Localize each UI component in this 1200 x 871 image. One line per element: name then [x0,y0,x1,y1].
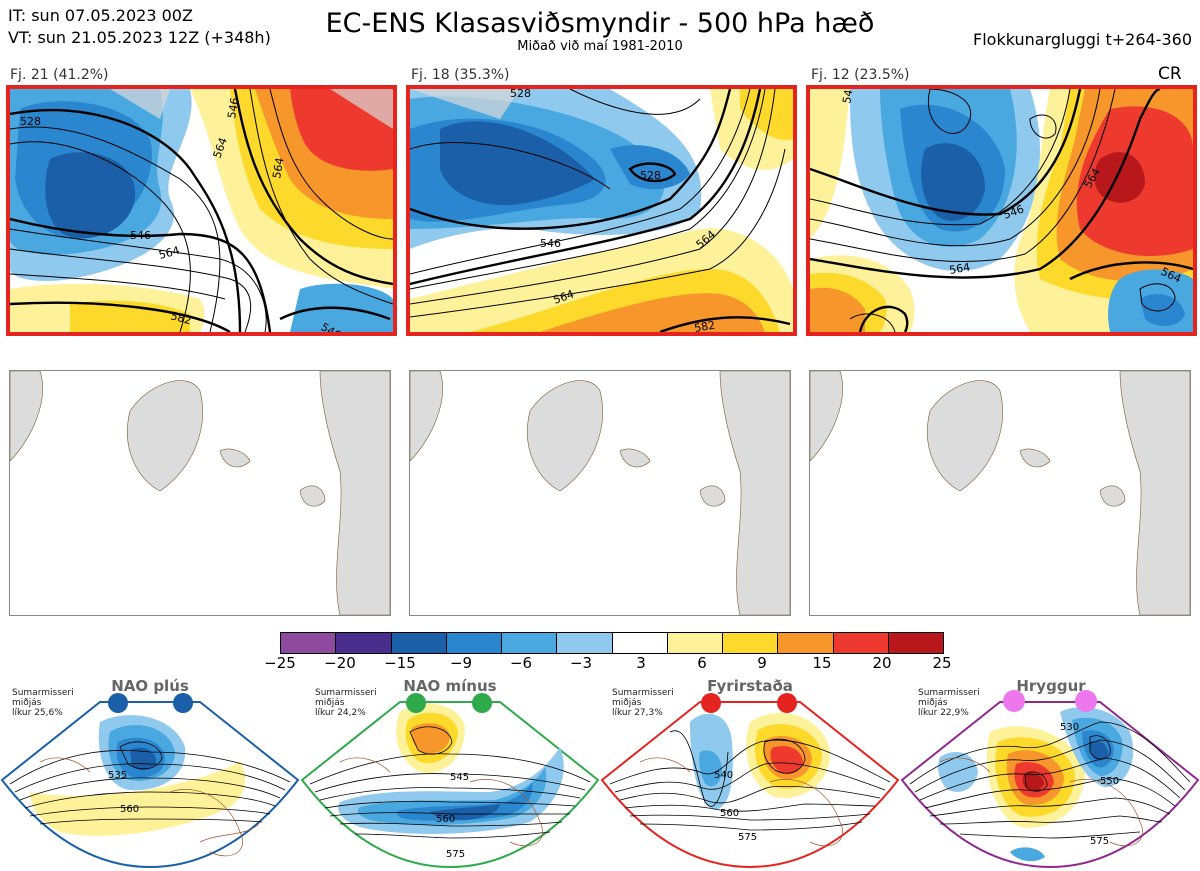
regime-contour-label: 540 [714,770,733,781]
regime-title-nao-minus: NAO mínus [403,677,497,695]
contour-label: 546 [225,97,241,120]
colorbar-swatch [446,633,502,653]
cluster-regime-tag: CR [1158,64,1182,84]
colorbar-swatch [612,633,668,653]
regime-contour-label: 560 [120,804,139,815]
regime-info-blocking: Sumarmisseri miðjás líkur 27,3% [612,688,674,718]
valid-time: VT: sun 21.05.2023 12Z (+348h) [8,28,271,47]
colorbar-swatch [778,633,834,653]
colorbar-swatch [667,633,723,653]
regime-marker-dot [108,693,128,713]
regime-info-nao-plus: Sumarmisseri miðjás líkur 25,6% [12,688,74,718]
regime-probability: líkur 27,3% [612,708,663,718]
cluster-map-2[interactable]: 528 546 564 564 528 582 [406,85,797,336]
regime-contour-label: 535 [108,770,127,781]
regime-contour-label: 545 [450,772,469,783]
regime-axis: miðjás [612,698,642,708]
classification-window: Flokkunargluggi t+264-360 [973,30,1192,49]
regime-title-ridge: Hryggur [1016,677,1086,695]
colorbar-tick: −3 [569,654,593,672]
regime-info-ridge: Sumarmisseri miðjás líkur 22,9% [918,688,980,718]
colorbar-swatch [336,633,392,653]
colorbar-tick: −9 [449,654,473,672]
regime-probability: líkur 25,6% [12,708,63,718]
regime-marker-dot [406,693,426,713]
colorbar-tick: −20 [324,654,356,672]
regime-contour-label: 550 [1100,776,1119,787]
anomaly-map-1[interactable] [9,370,391,616]
regime-contour-label: 560 [436,814,455,825]
regime-title-nao-plus: NAO plús [111,677,189,695]
contour-label: 528 [20,115,41,128]
colorbar-swatch [888,633,943,653]
colorbar-swatch [391,633,447,653]
anomaly-map-2[interactable] [409,370,791,616]
contour-label: 546 [130,229,151,242]
regime-contour-label: 575 [1090,836,1109,847]
contour-label: 546 [540,237,561,250]
colorbar [280,632,944,654]
regime-contour-label: 530 [1060,722,1079,733]
cluster-map-1[interactable]: 528 546 564 582 546 546 564 564 [6,85,397,336]
cluster-label-2: Fj. 18 (35.3%) [411,67,510,83]
regime-map-nao-minus[interactable]: 545 560 575 [300,692,600,871]
contour-label: 564 [157,244,181,262]
forecast-times: IT: sun 07.05.2023 00Z VT: sun 21.05.202… [8,5,271,49]
colorbar-tick: 9 [757,654,767,672]
colorbar-tick: −15 [384,654,416,672]
regime-marker-dot [472,693,492,713]
colorbar-tick: −6 [509,654,533,672]
colorbar-swatch [502,633,558,653]
contour-label: 582 [169,309,193,327]
regime-axis: miðjás [315,698,345,708]
regime-marker-dot [701,693,721,713]
contour-label: 528 [640,169,661,182]
regime-probability: líkur 24,2% [315,708,366,718]
regime-marker-dot [1075,690,1097,712]
colorbar-tick: 6 [697,654,707,672]
contour-label: 564 [270,157,286,180]
cluster-label-3: Fj. 12 (23.5%) [811,67,910,83]
regime-marker-dot [777,693,797,713]
contour-label: 564 [948,261,971,277]
regime-season: Sumarmisseri [918,688,980,698]
contour-label: 546 [840,89,856,105]
regime-season: Sumarmisseri [315,688,377,698]
regime-probability: líkur 22,9% [918,708,969,718]
anomaly-map-3[interactable] [809,370,1191,616]
regime-axis: miðjás [12,698,42,708]
regime-marker-dot [173,693,193,713]
colorbar-swatch [557,633,613,653]
initial-time: IT: sun 07.05.2023 00Z [8,6,193,25]
regime-info-nao-minus: Sumarmisseri miðjás líkur 24,2% [315,688,377,718]
page-subtitle: Miðað við maí 1981-2010 [517,39,683,54]
regime-contour-label: 560 [720,808,739,819]
colorbar-swatch [723,633,779,653]
cluster-map-3[interactable]: 546 564 564 546 564 [806,85,1197,336]
regime-map-nao-plus[interactable]: 535 560 [0,692,300,871]
regime-contour-label: 575 [738,832,757,843]
regime-map-ridge[interactable]: 530 550 575 [900,692,1200,871]
colorbar-tick: 3 [636,654,646,672]
colorbar-swatch [281,633,337,653]
page-title: EC-ENS Klasasviðsmyndir - 500 hPa hæð [325,8,875,39]
regime-marker-dot [1003,690,1025,712]
contour-label: 528 [510,89,531,100]
regime-map-blocking[interactable]: 540 560 575 [600,692,900,871]
regime-axis: miðjás [918,698,948,708]
colorbar-tick: 20 [872,654,892,672]
colorbar-tick: 25 [932,654,952,672]
regime-season: Sumarmisseri [12,688,74,698]
colorbar-tick: −25 [264,654,296,672]
contour-label: 582 [693,319,716,332]
colorbar-swatch [833,633,889,653]
colorbar-tick: 15 [812,654,832,672]
regime-season: Sumarmisseri [612,688,674,698]
contour-label: 546 [319,320,344,332]
regime-contour-label: 575 [446,849,465,860]
cluster-label-1: Fj. 21 (41.2%) [10,67,109,83]
regime-title-blocking: Fyrirstaða [707,677,793,695]
